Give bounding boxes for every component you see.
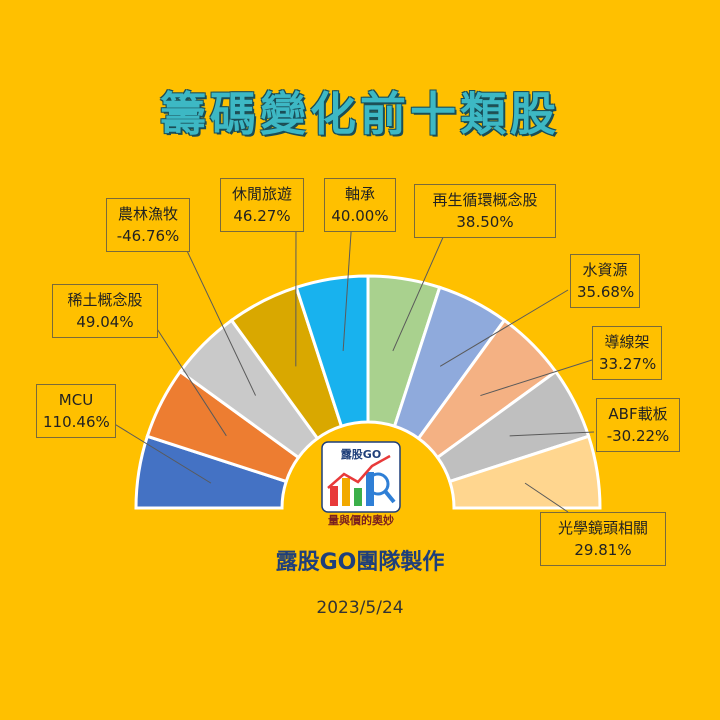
logo-name: 露股GO bbox=[341, 448, 381, 461]
label-abf-name: ABF載板 bbox=[603, 403, 673, 425]
label-optical-name: 光學鏡頭相關 bbox=[547, 517, 659, 539]
label-water: 水資源 35.68% bbox=[570, 254, 640, 308]
logo-slogan: 量與價的奧妙 bbox=[328, 513, 394, 527]
brand-logo: 露股GO 量與價的奧妙 bbox=[318, 438, 404, 528]
label-agriculture: 農林漁牧 -46.76% bbox=[106, 198, 190, 252]
label-recycling-name: 再生循環概念股 bbox=[421, 189, 549, 211]
label-rare-earth-value: 49.04% bbox=[59, 311, 151, 333]
label-rare-earth: 稀土概念股 49.04% bbox=[52, 284, 158, 338]
maker-credit: 露股GO團隊製作 bbox=[0, 544, 720, 576]
label-mcu: MCU 110.46% bbox=[36, 384, 116, 438]
label-abf: ABF載板 -30.22% bbox=[596, 398, 680, 452]
label-rare-earth-name: 稀土概念股 bbox=[59, 289, 151, 311]
label-lead-frame: 導線架 33.27% bbox=[592, 326, 662, 380]
label-recycling-value: 38.50% bbox=[421, 211, 549, 233]
label-bearing-value: 40.00% bbox=[331, 205, 389, 227]
label-bearing: 軸承 40.00% bbox=[324, 178, 396, 232]
label-lead-frame-value: 33.27% bbox=[599, 353, 655, 375]
label-water-name: 水資源 bbox=[577, 259, 633, 281]
label-leisure: 休閒旅遊 46.27% bbox=[220, 178, 304, 232]
label-abf-value: -30.22% bbox=[603, 425, 673, 447]
label-mcu-value: 110.46% bbox=[43, 411, 109, 433]
label-bearing-name: 軸承 bbox=[331, 183, 389, 205]
label-water-value: 35.68% bbox=[577, 281, 633, 303]
label-agriculture-name: 農林漁牧 bbox=[113, 203, 183, 225]
label-mcu-name: MCU bbox=[43, 389, 109, 411]
label-leisure-value: 46.27% bbox=[227, 205, 297, 227]
label-lead-frame-name: 導線架 bbox=[599, 331, 655, 353]
logo-image: 露股GO 量與價的奧妙 bbox=[318, 438, 404, 528]
label-recycling: 再生循環概念股 38.50% bbox=[414, 184, 556, 238]
date-text: 2023/5/24 bbox=[0, 598, 720, 618]
label-leisure-name: 休閒旅遊 bbox=[227, 183, 297, 205]
label-agriculture-value: -46.76% bbox=[113, 225, 183, 247]
